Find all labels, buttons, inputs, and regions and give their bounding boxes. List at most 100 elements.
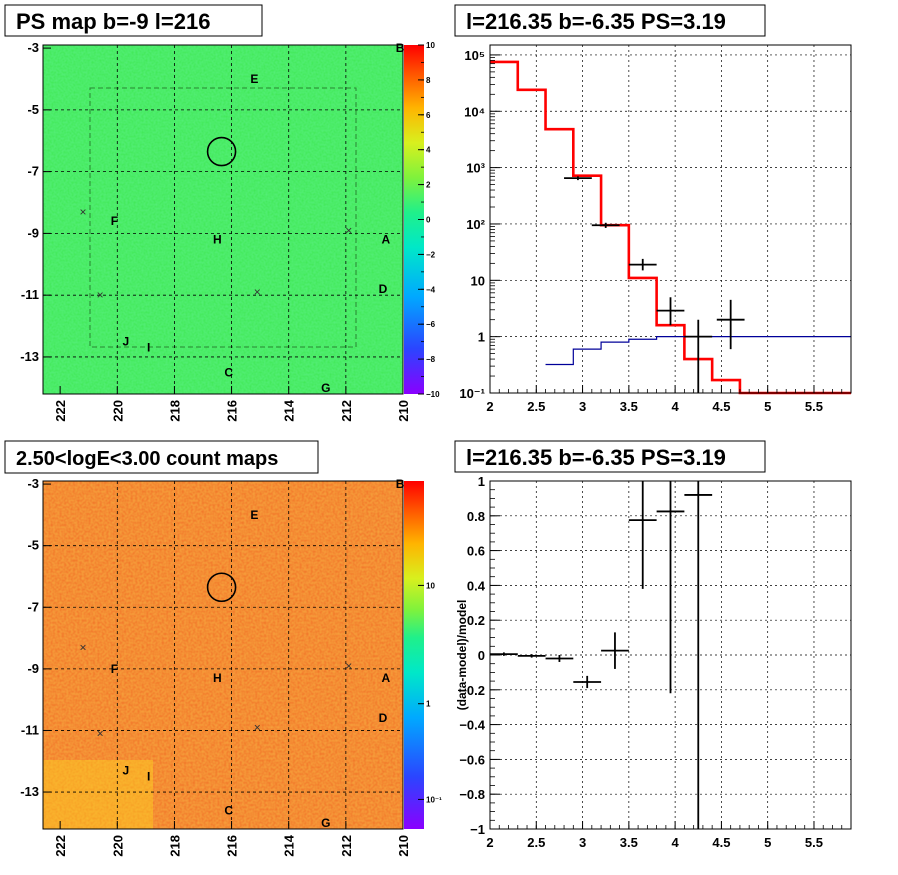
y-tick-label: −0.4 bbox=[459, 718, 485, 733]
y-tick-label: -9 bbox=[27, 225, 39, 240]
x-tick-label: 4 bbox=[672, 399, 680, 414]
colorbar-tick-label: 10 bbox=[426, 581, 435, 590]
y-tick-label: -7 bbox=[27, 164, 39, 179]
colorbar-tick-label: 0 bbox=[426, 216, 431, 225]
x-tick-label: 2 bbox=[486, 399, 493, 414]
x-tick-label: 2.5 bbox=[527, 835, 545, 850]
ps-map-colorbar bbox=[404, 45, 424, 394]
colorbar-tick-label: −4 bbox=[426, 285, 436, 294]
ps-map-panel: PS map b=-9 l=216 B E F H A D J I C G × × × × 10 8 6 4 2 0… bbox=[4, 4, 440, 422]
y-tick-label: 10 bbox=[471, 273, 485, 288]
y-tick-label: −1 bbox=[470, 822, 485, 837]
source-label-i: I bbox=[147, 341, 150, 355]
ps-map-frame bbox=[42, 44, 404, 395]
y-tick-label: 0.2 bbox=[467, 613, 485, 628]
target-circle bbox=[206, 572, 237, 603]
source-label-f: F bbox=[111, 214, 118, 228]
y-tick-label: 10² bbox=[466, 217, 485, 232]
y-tick-label: 0.6 bbox=[467, 544, 485, 559]
spectrum-x-ticks: 2 2.5 3 3.5 4 4.5 5 5.5 bbox=[486, 385, 852, 414]
x-tick-label: 3 bbox=[579, 399, 586, 414]
source-marker: × bbox=[79, 205, 86, 219]
y-tick-label: 0.4 bbox=[467, 578, 486, 593]
colorbar-tick-label: −8 bbox=[426, 355, 436, 364]
y-tick-label: 10⁻¹ bbox=[459, 386, 485, 401]
x-tick-label: 220 bbox=[110, 400, 125, 422]
colorbar-tick-label: 8 bbox=[426, 76, 431, 85]
source-label-e: E bbox=[250, 72, 258, 86]
y-tick-label: −0.6 bbox=[459, 752, 485, 767]
x-tick-label: 4 bbox=[672, 835, 680, 850]
residual-y-axis-label: (data-model)/model bbox=[455, 600, 469, 711]
ps-map-title-box bbox=[4, 4, 263, 37]
spectrum-title-box bbox=[454, 4, 766, 37]
source-label-d: D bbox=[379, 711, 388, 725]
source-marker: × bbox=[254, 720, 261, 734]
source-label-c: C bbox=[224, 804, 233, 818]
x-tick-label: 3 bbox=[579, 835, 586, 850]
ps-map-grid bbox=[43, 45, 403, 394]
x-tick-label: 214 bbox=[282, 399, 297, 421]
x-tick-label: 5 bbox=[764, 399, 771, 414]
y-tick-label: -7 bbox=[27, 599, 39, 614]
source-label-c: C bbox=[224, 365, 233, 379]
source-label-f: F bbox=[111, 662, 118, 676]
ps-map-colorbar-ticks: 10 8 6 4 2 0 −2 −4 −6 −8 −10 bbox=[418, 41, 440, 399]
y-tick-label: 10⁵ bbox=[464, 48, 485, 63]
x-tick-label: 4.5 bbox=[712, 399, 730, 414]
residual-y-ticks: 1 0.8 0.6 0.4 0.2 0 −0.2 −0.4 −0.6 −0.8 −1 bbox=[459, 474, 500, 837]
y-tick-label: -3 bbox=[27, 40, 39, 55]
x-tick-label: 2.5 bbox=[527, 399, 545, 414]
spectrum-frame bbox=[489, 44, 852, 394]
count-map-y-ticks: -3 -5 -7 -9 -11 -13 bbox=[20, 476, 51, 799]
source-marker: × bbox=[254, 285, 261, 299]
ps-map-x-ticks: 222 220 218 216 214 212 210 bbox=[53, 386, 411, 422]
spectrum-y-ticks: 10⁻¹ 1 10 10² 10³ 10⁴ 10⁵ bbox=[459, 48, 500, 401]
spectrum-panel: l=216.35 b=-6.35 PS=3.19 2 2.5 3 3.5 4 4.5 5 5.… bbox=[454, 4, 852, 414]
colorbar-tick-label: 4 bbox=[426, 146, 431, 155]
model-step-line bbox=[490, 60, 851, 395]
residual-title-box bbox=[454, 440, 766, 473]
y-tick-label: -13 bbox=[20, 784, 39, 799]
y-tick-label: 1 bbox=[478, 330, 485, 345]
source-label-a: A bbox=[382, 233, 391, 247]
count-map-panel: 2.50<logE<3.00 count maps B E F H A D J I C G × × × ×… bbox=[4, 440, 442, 857]
y-tick-label: -11 bbox=[21, 722, 39, 737]
x-tick-label: 218 bbox=[167, 835, 182, 857]
x-tick-label: 220 bbox=[110, 835, 125, 857]
x-tick-label: 222 bbox=[53, 400, 68, 422]
source-label-e: E bbox=[250, 508, 258, 522]
spectrum-plot-bg bbox=[490, 45, 851, 393]
colorbar-tick-label: 2 bbox=[426, 181, 431, 190]
source-label-d: D bbox=[379, 282, 388, 296]
source-label-g: G bbox=[321, 816, 330, 830]
y-tick-label: 1 bbox=[478, 474, 485, 489]
target-circle bbox=[206, 136, 237, 167]
source-marker: × bbox=[345, 659, 352, 673]
ps-map-roi-box bbox=[89, 87, 357, 348]
count-map-grid bbox=[43, 481, 403, 829]
y-tick-label: -3 bbox=[27, 476, 39, 491]
count-map-colorbar-ticks: 10 1 10⁻¹ bbox=[418, 581, 442, 804]
source-label-i: I bbox=[147, 770, 150, 784]
source-label-b: B bbox=[396, 41, 405, 55]
y-tick-label: 0.8 bbox=[467, 509, 485, 524]
source-label-h: H bbox=[213, 671, 222, 685]
ps-map-marks: B E F H A D J I C G × × × × bbox=[79, 41, 404, 395]
ps-map-y-ticks: -3 -5 -7 -9 -11 -13 bbox=[20, 40, 51, 364]
x-tick-label: 5.5 bbox=[805, 835, 823, 850]
source-marker: × bbox=[97, 288, 104, 302]
count-map-colorbar bbox=[404, 481, 424, 829]
count-map-marks: B E F H A D J I C G × × × × bbox=[79, 477, 404, 830]
x-tick-label: 212 bbox=[339, 400, 354, 422]
x-tick-label: 212 bbox=[339, 835, 354, 857]
x-tick-label: 216 bbox=[225, 400, 240, 422]
residual-panel: l=216.35 b=-6.35 PS=3.19 2 2.5 3 3.5 4 4.5 5 5.… bbox=[454, 440, 852, 850]
source-marker: × bbox=[345, 223, 352, 237]
colorbar-tick-label: 10⁻¹ bbox=[426, 795, 442, 804]
background-step-line bbox=[545, 336, 851, 366]
count-map-frame bbox=[42, 480, 404, 830]
residual-x-ticks: 2 2.5 3 3.5 4 4.5 5 5.5 bbox=[486, 821, 852, 850]
count-map-noise bbox=[43, 481, 403, 829]
